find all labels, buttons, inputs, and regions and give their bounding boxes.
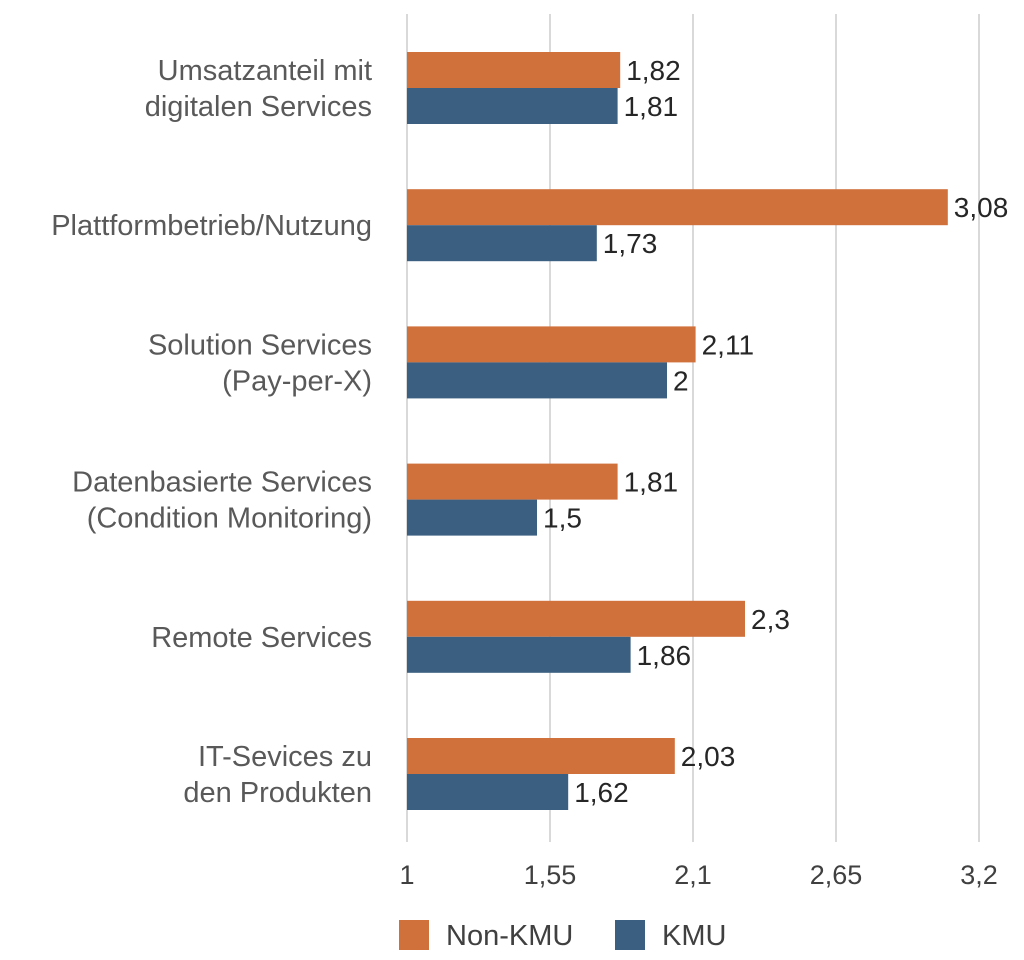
data-label: 1,82 [626, 55, 681, 86]
bar-non-kmu [407, 52, 621, 88]
data-label: 1,86 [637, 640, 692, 671]
legend: Non-KMU KMU [399, 920, 726, 952]
category-label: Datenbasierte Services [72, 467, 372, 499]
legend-swatch-kmu [615, 920, 645, 950]
category-label: digitalen Services [145, 91, 372, 123]
bar-kmu [407, 362, 667, 399]
x-tick-label: 1 [399, 860, 414, 890]
data-labels: 1,82 1,81 3,08 1,73 2,11 2 1,81 1,5 2,3 1,86 2,03 1… [543, 55, 1008, 808]
category-label: IT-Sevices zu [198, 741, 372, 773]
bar-kmu [407, 774, 569, 810]
data-label: 2 [673, 365, 689, 396]
bar-kmu [407, 88, 618, 124]
category-label: Remote Services [151, 622, 372, 654]
data-label: 1,62 [574, 777, 629, 808]
category-labels: Umsatzanteil mit digitalen Services Plattf… [51, 55, 372, 809]
bar-non-kmu [407, 189, 948, 226]
category-label: (Condition Monitoring) [87, 503, 372, 535]
x-axis-tick-labels: 1 1,55 2,1 2,65 3,2 [399, 860, 997, 890]
x-tick-label: 2,1 [674, 860, 712, 890]
legend-swatch-non-kmu [399, 920, 429, 950]
gridlines [406, 14, 980, 842]
bar-non-kmu [407, 600, 745, 637]
x-tick-label: 3,2 [960, 860, 998, 890]
legend-label: Non-KMU [446, 920, 573, 952]
bars [407, 52, 948, 810]
category-label: Solution Services [148, 329, 372, 361]
data-label: 1,73 [603, 228, 658, 259]
bar-kmu [407, 225, 597, 262]
bar-non-kmu [407, 326, 696, 363]
legend-label: KMU [662, 920, 726, 952]
x-tick-label: 1,55 [524, 860, 577, 890]
data-label: 2,3 [751, 604, 790, 635]
bar-kmu [407, 499, 537, 536]
data-label: 1,81 [624, 91, 679, 122]
data-label: 1,5 [543, 503, 582, 534]
bar-non-kmu [407, 738, 675, 774]
data-label: 2,11 [702, 329, 754, 360]
data-label: 1,81 [624, 467, 679, 498]
category-label: den Produkten [183, 777, 372, 809]
category-label: (Pay-per-X) [222, 365, 372, 397]
bar-kmu [407, 636, 631, 673]
category-label: Umsatzanteil mit [158, 55, 372, 87]
category-label: Plattformbetrieb/Nutzung [51, 210, 372, 242]
data-label: 3,08 [954, 192, 1009, 223]
bar-non-kmu [407, 463, 618, 500]
x-tick-label: 2,65 [810, 860, 863, 890]
data-label: 2,03 [681, 741, 736, 772]
